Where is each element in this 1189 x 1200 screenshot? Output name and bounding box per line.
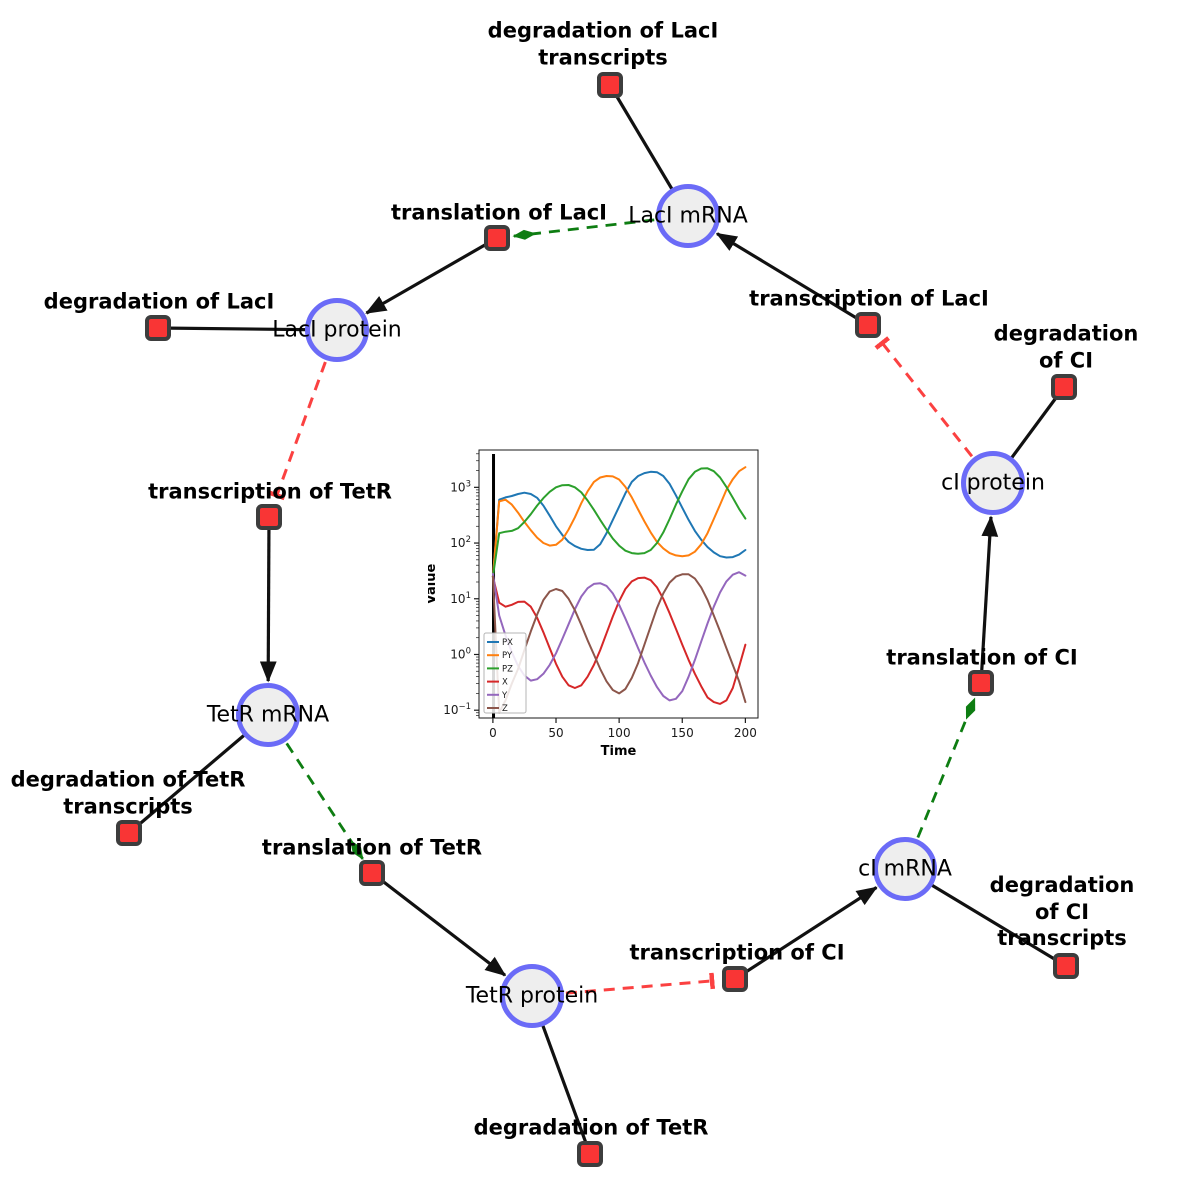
series-X bbox=[491, 575, 747, 705]
edge-production-transcription-laci-to-laci-mrna bbox=[715, 232, 869, 327]
x-tick-label: 100 bbox=[608, 726, 631, 740]
y-tick-label: 10−1 bbox=[443, 702, 471, 717]
reaction-node-translation-laci bbox=[484, 225, 510, 251]
species-label-tetr-mrna: TetR mRNA bbox=[206, 702, 330, 728]
reaction-node-transcription-tetr bbox=[256, 504, 282, 530]
reaction-node-transcription-ci bbox=[722, 966, 748, 992]
reaction-label-translation-ci: translation of CI bbox=[886, 645, 1078, 670]
series-PY bbox=[491, 466, 747, 578]
legend-box bbox=[483, 632, 527, 714]
x-axis-label: Time bbox=[601, 744, 637, 759]
legend-label: PZ bbox=[502, 664, 513, 674]
species-label-ci-mrna: cI mRNA bbox=[858, 856, 952, 882]
y-tick-label: 102 bbox=[450, 535, 471, 550]
reaction-label-transcription-ci: transcription of CI bbox=[629, 940, 845, 965]
species-label-tetr-protein: TetR protein bbox=[465, 983, 599, 1009]
edge-production-transcription-ci-to-ci-mrna bbox=[734, 886, 878, 981]
species-node-tetr-protein bbox=[500, 964, 564, 1028]
reaction-label-deg-tetr-transcripts: degradation of TetR transcripts bbox=[10, 767, 246, 819]
series-PX bbox=[491, 470, 747, 578]
edge-production-translation-ci-to-ci-protein bbox=[979, 515, 999, 684]
reaction-node-deg-ci-transcripts bbox=[1053, 953, 1079, 979]
legend-label: PY bbox=[502, 651, 513, 661]
series-Z bbox=[491, 573, 747, 714]
reaction-node-deg-tetr bbox=[577, 1141, 603, 1167]
x-tick-label: 150 bbox=[671, 726, 694, 740]
y-tick-label: 101 bbox=[450, 591, 471, 606]
reaction-label-translation-laci: translation of LacI bbox=[391, 200, 607, 225]
series-PZ bbox=[491, 467, 747, 578]
reaction-label-deg-ci: degradation of CI bbox=[993, 321, 1139, 373]
edge-inhibition-tetr-protein-to-transcription-ci bbox=[565, 972, 716, 995]
series-Y bbox=[491, 571, 747, 702]
species-label-laci-mrna: LacI mRNA bbox=[628, 203, 748, 229]
edge-modifier-ci-mrna-to-translation-ci bbox=[916, 697, 976, 839]
reaction-node-translation-ci bbox=[968, 670, 994, 696]
edge-modifier-tetr-mrna-to-translation-tetr bbox=[285, 742, 364, 860]
legend-label: Z bbox=[502, 704, 508, 714]
edge-inhibition-ci-protein-to-transcription-laci bbox=[874, 336, 974, 458]
reaction-label-deg-ci-transcripts: degradation of CI transcripts bbox=[989, 873, 1135, 951]
edge-production-transcription-tetr-to-tetr-mrna bbox=[259, 516, 277, 683]
reaction-node-transcription-laci bbox=[855, 312, 881, 338]
reaction-label-deg-laci: degradation of LacI bbox=[43, 289, 275, 314]
x-tick-label: 200 bbox=[734, 726, 757, 740]
species-label-laci-protein: LacI protein bbox=[272, 317, 402, 343]
reaction-label-transcription-tetr: transcription of TetR bbox=[148, 479, 392, 504]
reaction-node-deg-laci-transcripts bbox=[597, 72, 623, 98]
legend-label: PX bbox=[502, 638, 513, 648]
y-axis-label: Value bbox=[428, 563, 439, 604]
reaction-node-deg-laci bbox=[145, 315, 171, 341]
y-tick-label: 100 bbox=[450, 646, 471, 661]
species-node-laci-mrna bbox=[656, 184, 720, 248]
y-tick-label: 103 bbox=[450, 479, 471, 494]
inset-chart: 103 102 101 100 10−1 0 50 100 150 200 Time Value PX P… bbox=[428, 449, 759, 759]
reaction-label-deg-tetr: degradation of TetR bbox=[473, 1115, 709, 1140]
reaction-label-transcription-laci: transcription of LacI bbox=[749, 286, 989, 311]
species-node-ci-mrna bbox=[873, 837, 937, 901]
species-label-ci-protein: cI protein bbox=[941, 470, 1045, 496]
legend-label: X bbox=[502, 678, 508, 688]
reaction-label-translation-tetr: translation of TetR bbox=[261, 835, 483, 860]
x-tick-label: 50 bbox=[548, 726, 563, 740]
legend-label: Y bbox=[501, 691, 508, 701]
species-node-tetr-mrna bbox=[236, 683, 300, 747]
chart-frame bbox=[478, 449, 759, 719]
reaction-node-deg-ci bbox=[1051, 374, 1077, 400]
edge-inhibition-laci-protein-to-transcription-tetr bbox=[268, 361, 327, 501]
edge-production-translation-tetr-to-tetr-protein bbox=[371, 871, 507, 977]
reaction-node-translation-tetr bbox=[359, 860, 385, 886]
reaction-node-deg-tetr-transcripts bbox=[116, 820, 142, 846]
edge-modifier-laci-mrna-to-translation-laci bbox=[512, 218, 655, 240]
x-tick-label: 0 bbox=[489, 726, 497, 740]
edge-production-translation-laci-to-laci-protein bbox=[365, 236, 498, 315]
reaction-label-deg-laci-transcripts: degradation of LacI transcripts bbox=[487, 18, 719, 70]
species-node-laci-protein bbox=[305, 298, 369, 362]
species-node-ci-protein bbox=[961, 451, 1025, 515]
